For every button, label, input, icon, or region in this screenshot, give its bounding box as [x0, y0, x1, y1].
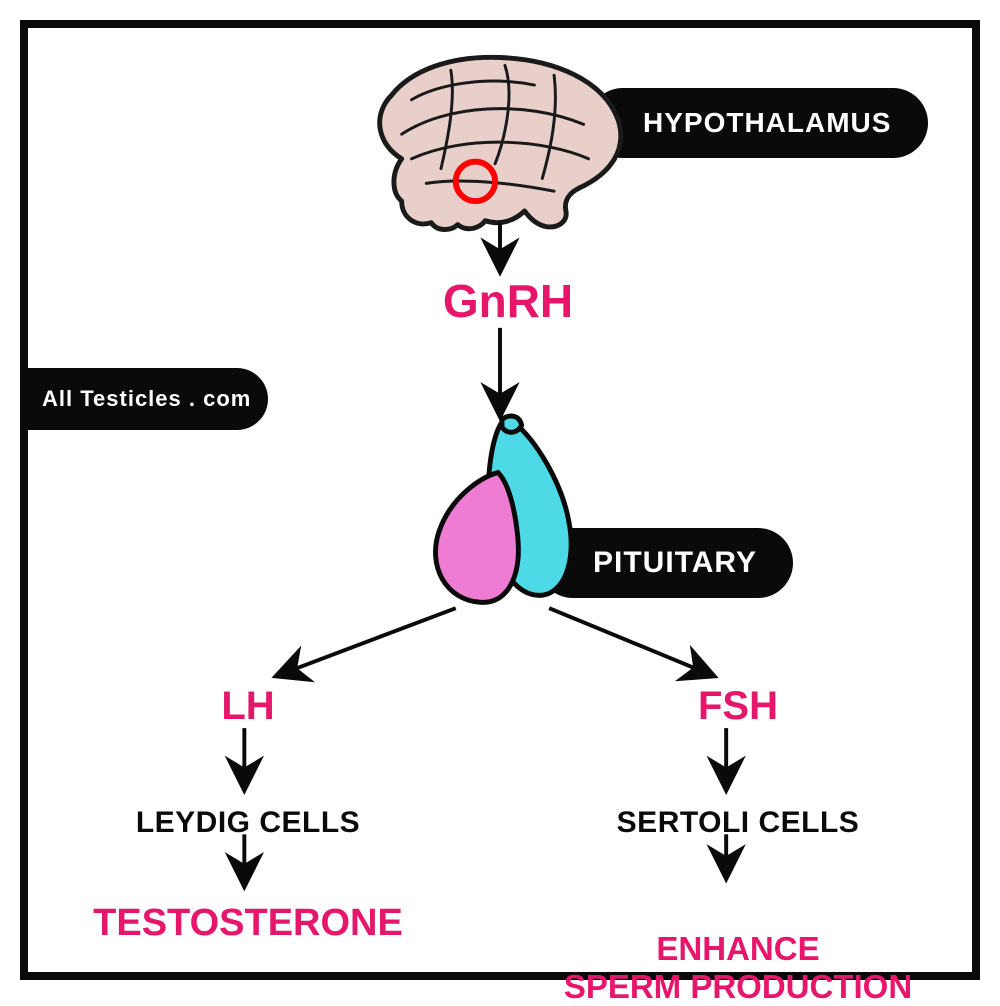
gnrh-label: GnRH	[408, 274, 608, 328]
testosterone-label: TESTOSTERONE	[68, 902, 428, 946]
site-watermark-pill: All Testicles . com	[28, 368, 268, 430]
site-text: All Testicles . com	[42, 386, 251, 412]
pit-to-fsh-arrow	[549, 608, 711, 675]
hypothalamus-label-pill: HYPOTHALAMUS	[588, 88, 928, 158]
pituitary-label-pill: PITUITARY	[538, 528, 793, 598]
brain-outline	[380, 57, 621, 229]
pituitary-text: PITUITARY	[593, 546, 757, 580]
hypothalamus-text: HYPOTHALAMUS	[643, 107, 891, 139]
sertoli-label: SERTOLI CELLS	[613, 806, 863, 840]
brain-icon	[380, 57, 621, 229]
hypothalamus-highlight-icon	[456, 162, 495, 201]
leydig-label: LEYDIG CELLS	[123, 806, 373, 840]
diagram-frame: HYPOTHALAMUS All Testicles . com PITUITA…	[20, 20, 980, 980]
pit-to-lh-arrow	[279, 608, 456, 675]
enhance-label: ENHANCE SPERM PRODUCTION	[538, 892, 938, 1006]
lh-label: LH	[188, 684, 308, 729]
fsh-label: FSH	[668, 684, 808, 729]
